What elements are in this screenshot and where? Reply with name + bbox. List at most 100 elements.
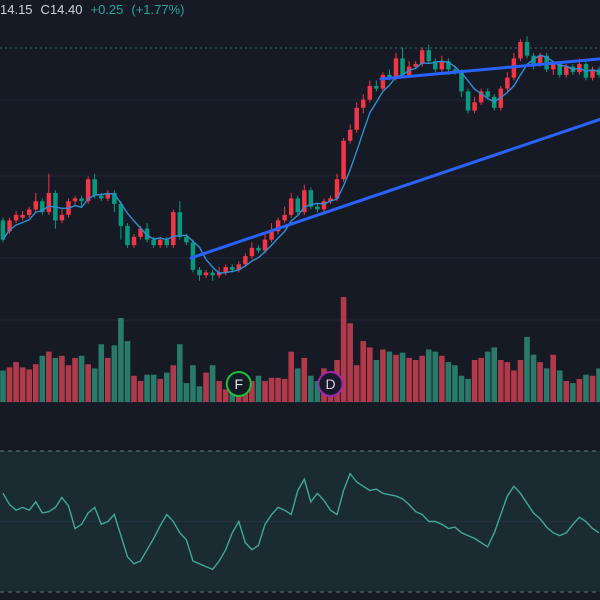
volume-bar [98,344,105,402]
volume-bar [209,365,216,402]
candle-body[interactable] [223,267,228,273]
candle-body[interactable] [380,74,386,89]
candle-body[interactable] [151,239,156,246]
volume-bar [105,357,111,402]
earnings-f-icon[interactable]: F [225,371,252,397]
candle-body[interactable] [518,41,523,59]
candle-body[interactable] [46,192,52,213]
candle-body[interactable] [26,209,32,215]
candle-body[interactable] [138,228,143,237]
candle-body[interactable] [118,203,124,226]
candle-body[interactable] [72,198,78,202]
candle-body[interactable] [184,236,189,243]
volume-bar [399,352,406,402]
candles[interactable] [0,36,600,281]
candle-body[interactable] [288,198,294,215]
candle-body[interactable] [275,220,281,232]
candle-body[interactable] [210,272,215,276]
volume-bar [222,389,229,402]
candle-body[interactable] [433,61,438,70]
candle-body[interactable] [249,247,255,257]
candle-body[interactable] [426,50,432,62]
candle-body[interactable] [439,61,445,70]
candle-body[interactable] [99,195,104,199]
candle-body[interactable] [33,201,39,210]
candle-body[interactable] [59,214,65,221]
volume-bar [268,377,275,402]
candle-body[interactable] [112,192,117,204]
candle-body[interactable] [308,190,314,207]
volume-bar [380,349,386,402]
candle-body[interactable] [7,220,12,232]
candle-body[interactable] [216,272,222,276]
candle-body[interactable] [85,179,91,202]
volume-bar [570,383,576,402]
candle-body[interactable] [524,41,530,56]
candle-body[interactable] [0,220,6,240]
candle-body[interactable] [341,140,346,180]
candle-body[interactable] [164,239,170,246]
candle-body[interactable] [367,85,373,100]
candle-body[interactable] [236,264,242,270]
candle-body[interactable] [393,58,399,78]
candle-body[interactable] [230,267,235,270]
candle-body[interactable] [505,77,510,89]
volume-bar [39,355,46,402]
grid [0,47,600,593]
candle-body[interactable] [400,58,405,75]
candle-body[interactable] [478,91,484,103]
candle-body[interactable] [13,214,19,221]
volume-bar [419,355,425,402]
candle-body[interactable] [321,201,327,210]
candle-body[interactable] [465,91,471,111]
candle-body[interactable] [177,212,183,237]
candle-body[interactable] [295,198,301,213]
candle-body[interactable] [419,50,425,64]
candle-body[interactable] [413,63,418,67]
candle-body[interactable] [131,236,137,246]
candle-body[interactable] [328,198,333,202]
candle-body[interactable] [550,63,556,70]
candle-body[interactable] [256,247,261,251]
candle-body[interactable] [354,107,359,130]
candle-body[interactable] [459,72,464,92]
candle-body[interactable] [203,272,209,276]
candle-body[interactable] [171,212,176,246]
candle-body[interactable] [334,179,340,199]
candle-body[interactable] [374,85,379,89]
candle-body[interactable] [144,228,150,240]
candle-body[interactable] [20,214,25,218]
candle-body[interactable] [387,74,392,78]
candle-body[interactable] [269,231,274,240]
candle-body[interactable] [347,129,353,141]
candle-body[interactable] [79,198,84,202]
candle-body[interactable] [262,239,268,251]
candle-body[interactable] [40,201,45,213]
candle-body[interactable] [282,214,287,221]
candle-body[interactable] [537,55,543,64]
candle-body[interactable] [361,99,366,108]
candle-body[interactable] [564,66,569,75]
volume-bar [183,383,190,402]
candle-body[interactable] [315,206,320,210]
candle-body[interactable] [197,269,202,276]
candle-body[interactable] [446,61,451,70]
trendlines[interactable] [189,57,600,260]
candle-body[interactable] [302,190,307,213]
candle-body[interactable] [590,69,595,78]
candle-body[interactable] [485,91,490,97]
volume-bar [556,370,563,402]
trendline-lower[interactable] [189,116,600,260]
trendline-upper[interactable] [379,57,600,81]
candle-body[interactable] [92,179,97,196]
candle-body[interactable] [557,63,563,75]
candle-body[interactable] [157,239,163,246]
dividend-d-icon[interactable]: D [317,371,344,397]
candle-body[interactable] [472,102,477,111]
candle-body[interactable] [105,192,111,199]
candle-body[interactable] [125,225,130,246]
candle-body[interactable] [243,256,248,265]
